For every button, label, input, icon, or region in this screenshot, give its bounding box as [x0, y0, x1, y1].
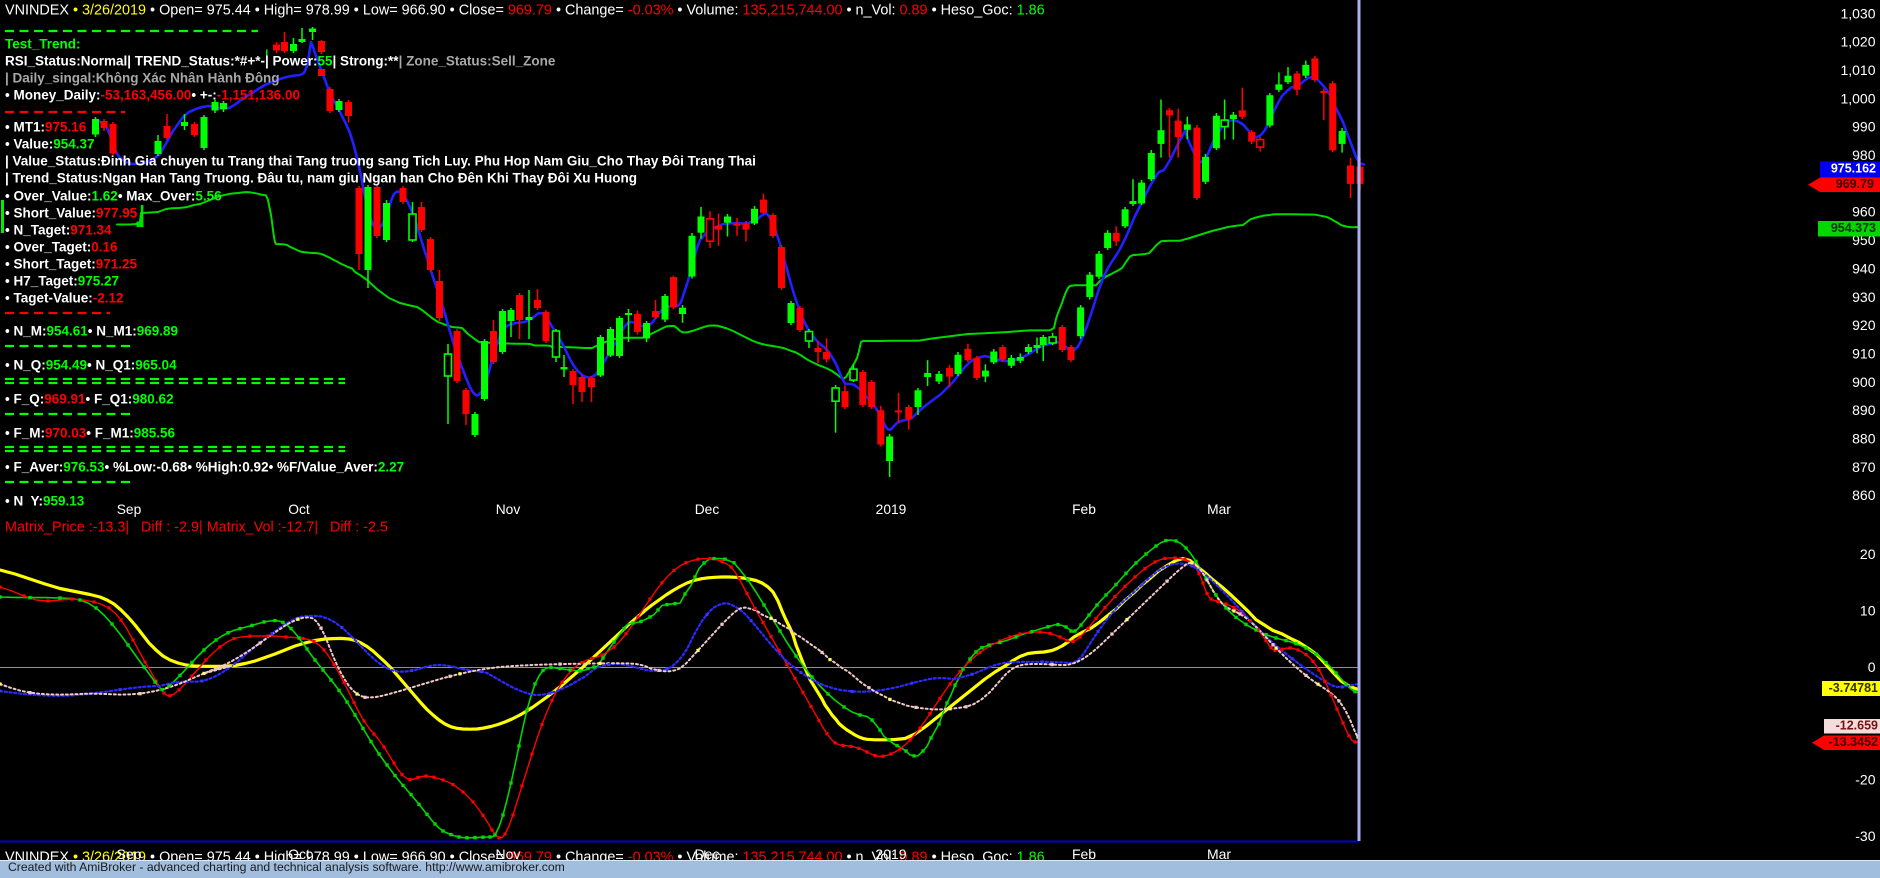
svg-text:RSI_Status:Normal| TREND_Statu: RSI_Status:Normal| TREND_Status:*#+*-| P… [5, 54, 556, 69]
svg-text:1,030: 1,030 [1840, 5, 1875, 21]
svg-text:• Over_Value:1.62• Max_Over:5.: • Over_Value:1.62• Max_Over:5.56 [5, 189, 222, 204]
svg-text:-3.74781: -3.74781 [1829, 681, 1878, 695]
svg-text:1,010: 1,010 [1840, 62, 1875, 78]
svg-text:1,020: 1,020 [1840, 34, 1875, 50]
svg-text:990: 990 [1852, 119, 1876, 135]
svg-text:2019: 2019 [875, 846, 906, 862]
svg-text:960: 960 [1852, 204, 1876, 220]
svg-text:• F_Q:969.91• F_Q1:980.62: • F_Q:969.91• F_Q1:980.62 [5, 392, 174, 407]
svg-text:954.373: 954.373 [1831, 221, 1876, 235]
svg-text:2019: 2019 [876, 502, 907, 517]
svg-text:| Daily_singal:Không Xác Nhân: | Daily_singal:Không Xác Nhân Hành Đông [5, 71, 280, 86]
svg-text:VNINDEX • 3/26/2019 • Open= 97: VNINDEX • 3/26/2019 • Open= 975.44 • Hig… [5, 3, 1045, 19]
svg-text:Oct: Oct [288, 502, 310, 517]
svg-text:940: 940 [1852, 260, 1876, 276]
svg-text:Mar: Mar [1207, 502, 1231, 517]
svg-text:910: 910 [1852, 346, 1876, 362]
svg-text:• N_Q:954.49• N_Q1:965.04: • N_Q:954.49• N_Q1:965.04 [5, 358, 177, 373]
svg-text:• Taget-Value:-2.12: • Taget-Value:-2.12 [5, 291, 124, 306]
svg-text:• F_Aver:976.53• %Low:-0.68• %: • F_Aver:976.53• %Low:-0.68• %High:0.92•… [5, 460, 404, 475]
svg-text:Matrix_Price :-13.3| Diff :: Matrix_Price :-13.3| Diff : -2.9| Matrix… [5, 519, 388, 535]
svg-text:Feb: Feb [1072, 846, 1096, 862]
svg-text:| Value_Status:Đinh Gia chuyen: | Value_Status:Đinh Gia chuyen tu Trang … [5, 154, 756, 169]
svg-text:• Money_Daily:-53,163,456.00•: • Money_Daily:-53,163,456.00• +-:-1,151,… [5, 88, 300, 103]
svg-text:0: 0 [1868, 659, 1876, 675]
svg-text:900: 900 [1852, 374, 1876, 390]
svg-text:870: 870 [1852, 459, 1876, 475]
svg-text:• N_Taget:971.34: • N_Taget:971.34 [5, 223, 112, 238]
svg-text:| Trend_Status:Ngan Han Tang T: | Trend_Status:Ngan Han Tang Truong. Đâu… [5, 171, 637, 186]
svg-text:-20: -20 [1855, 772, 1875, 788]
svg-text:Nov: Nov [496, 846, 521, 862]
svg-text:890: 890 [1852, 402, 1876, 418]
svg-text:• Over_Taget:0.16: • Over_Taget:0.16 [5, 240, 118, 255]
svg-text:10: 10 [1860, 602, 1876, 618]
svg-text:• Short_Taget:971.25: • Short_Taget:971.25 [5, 257, 138, 272]
svg-text:• N Y:959.13: • N Y:959.13 [5, 494, 85, 509]
svg-text:20: 20 [1860, 546, 1876, 562]
svg-text:• H7_Taget:975.27: • H7_Taget:975.27 [5, 274, 119, 289]
svg-text:860: 860 [1852, 487, 1876, 503]
svg-text:Created with AmiBroker - advan: Created with AmiBroker - advanced charti… [8, 860, 565, 874]
svg-text:Sep: Sep [117, 846, 142, 862]
svg-text:Nov: Nov [496, 502, 521, 517]
svg-text:969.79: 969.79 [1836, 177, 1874, 191]
svg-text:980: 980 [1852, 147, 1876, 163]
svg-text:Dec: Dec [695, 502, 720, 517]
svg-text:Mar: Mar [1207, 846, 1231, 862]
svg-text:Test_Trend:: Test_Trend: [5, 37, 81, 52]
svg-text:-30: -30 [1855, 828, 1875, 844]
svg-text:• Short_Value:977.95: • Short_Value:977.95 [5, 206, 138, 221]
svg-text:920: 920 [1852, 317, 1876, 333]
svg-text:Feb: Feb [1072, 502, 1096, 517]
svg-text:-13.3452: -13.3452 [1829, 735, 1878, 749]
svg-text:880: 880 [1852, 431, 1876, 447]
svg-text:Sep: Sep [117, 502, 142, 517]
svg-text:Dec: Dec [695, 846, 720, 862]
svg-text:975.162: 975.162 [1831, 161, 1876, 175]
svg-text:• Value:954.37: • Value:954.37 [5, 137, 95, 152]
svg-text:1,000: 1,000 [1840, 90, 1875, 106]
svg-text:930: 930 [1852, 289, 1876, 305]
svg-text:-12.659: -12.659 [1836, 718, 1878, 732]
svg-text:Oct: Oct [288, 846, 310, 862]
svg-text:• F_M:970.03• F_M1:985.56: • F_M:970.03• F_M1:985.56 [5, 426, 176, 441]
svg-text:• N_M:954.61• N_M1:969.89: • N_M:954.61• N_M1:969.89 [5, 324, 178, 339]
svg-text:• MT1:975.16: • MT1:975.16 [5, 120, 87, 135]
